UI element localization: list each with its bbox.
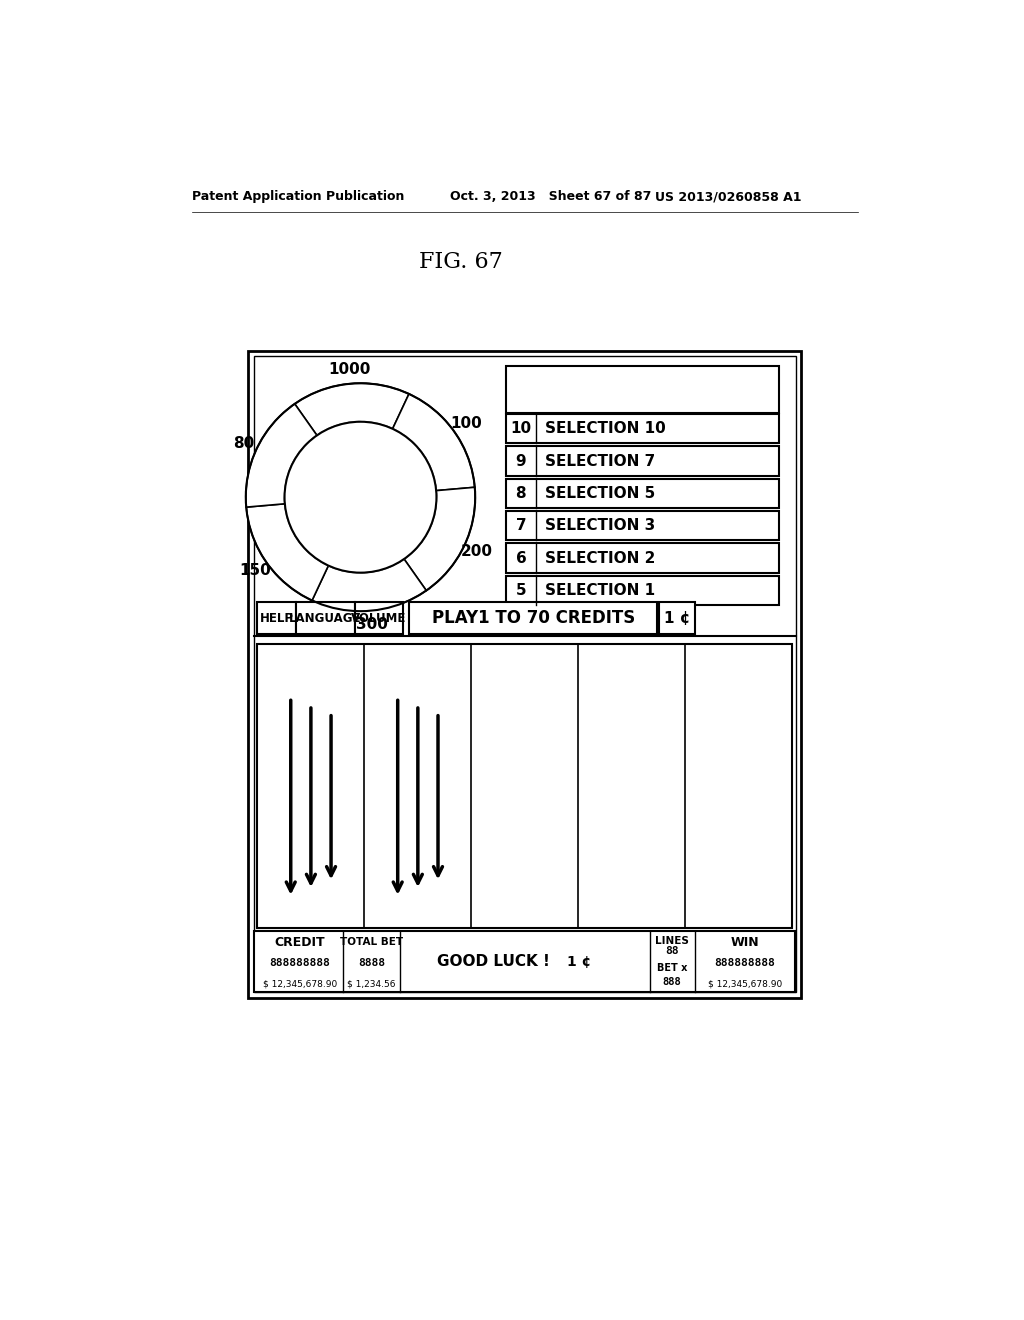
Text: 888888888: 888888888 — [269, 958, 331, 968]
Bar — [506, 576, 779, 605]
Text: 100: 100 — [450, 416, 481, 432]
Bar — [355, 602, 403, 635]
Wedge shape — [295, 383, 409, 436]
Text: 1 ¢: 1 ¢ — [664, 611, 690, 626]
Text: SELECTION 2: SELECTION 2 — [545, 550, 655, 565]
Text: SELECTION 7: SELECTION 7 — [545, 454, 655, 469]
Bar — [254, 932, 796, 991]
Text: BET x: BET x — [656, 962, 687, 973]
Text: 8: 8 — [516, 486, 526, 500]
Bar — [248, 351, 802, 998]
Text: 8888: 8888 — [357, 958, 385, 968]
Text: GOOD LUCK !: GOOD LUCK ! — [437, 954, 550, 969]
Wedge shape — [246, 404, 317, 507]
Wedge shape — [246, 504, 329, 601]
Bar — [506, 544, 779, 573]
Text: Oct. 3, 2013   Sheet 67 of 87: Oct. 3, 2013 Sheet 67 of 87 — [450, 190, 651, 203]
Text: 7: 7 — [516, 519, 526, 533]
Text: 150: 150 — [240, 564, 271, 578]
Bar — [658, 602, 694, 635]
Wedge shape — [392, 393, 475, 491]
Text: 88: 88 — [666, 946, 679, 957]
Text: LANGUAGE: LANGUAGE — [290, 611, 361, 624]
Text: $ 12,345,678.90: $ 12,345,678.90 — [263, 979, 337, 989]
Text: PLAY1 TO 70 CREDITS: PLAY1 TO 70 CREDITS — [432, 609, 635, 627]
Text: Patent Application Publication: Patent Application Publication — [191, 190, 403, 203]
Text: CREDIT: CREDIT — [274, 936, 326, 949]
Text: WIN: WIN — [730, 936, 759, 949]
Text: HELP: HELP — [260, 611, 294, 624]
Wedge shape — [404, 487, 475, 590]
Text: 888: 888 — [663, 977, 681, 987]
Text: 300: 300 — [355, 616, 388, 632]
Text: 9: 9 — [516, 454, 526, 469]
Text: 1000: 1000 — [328, 363, 371, 378]
Text: TOTAL BET: TOTAL BET — [340, 937, 402, 948]
Bar — [257, 602, 296, 635]
Text: SELECTION 1: SELECTION 1 — [545, 583, 655, 598]
Bar — [506, 446, 779, 475]
Text: LINES: LINES — [655, 936, 689, 945]
Text: VOLUME: VOLUME — [351, 611, 407, 624]
Text: 6: 6 — [515, 550, 526, 565]
Text: FIG. 67: FIG. 67 — [420, 251, 503, 273]
Text: US 2013/0260858 A1: US 2013/0260858 A1 — [655, 190, 802, 203]
Bar — [296, 602, 355, 635]
Wedge shape — [312, 558, 426, 611]
Circle shape — [285, 422, 436, 573]
Text: 80: 80 — [233, 436, 255, 450]
Bar — [506, 479, 779, 508]
Text: $ 1,234.56: $ 1,234.56 — [347, 979, 395, 989]
Bar — [254, 356, 796, 993]
Bar — [257, 644, 793, 928]
Bar — [506, 511, 779, 540]
Bar — [506, 366, 779, 412]
Bar — [506, 414, 779, 444]
Text: $ 12,345,678.90: $ 12,345,678.90 — [708, 979, 782, 989]
Text: SELECTION 10: SELECTION 10 — [545, 421, 666, 436]
Text: SELECTION 5: SELECTION 5 — [545, 486, 655, 500]
Text: 5: 5 — [516, 583, 526, 598]
Text: 10: 10 — [510, 421, 531, 436]
Text: SELECTION 3: SELECTION 3 — [545, 519, 655, 533]
Text: 888888888: 888888888 — [715, 958, 775, 968]
Bar — [410, 602, 657, 635]
Text: 1 ¢: 1 ¢ — [567, 954, 591, 969]
Text: 200: 200 — [461, 544, 494, 558]
